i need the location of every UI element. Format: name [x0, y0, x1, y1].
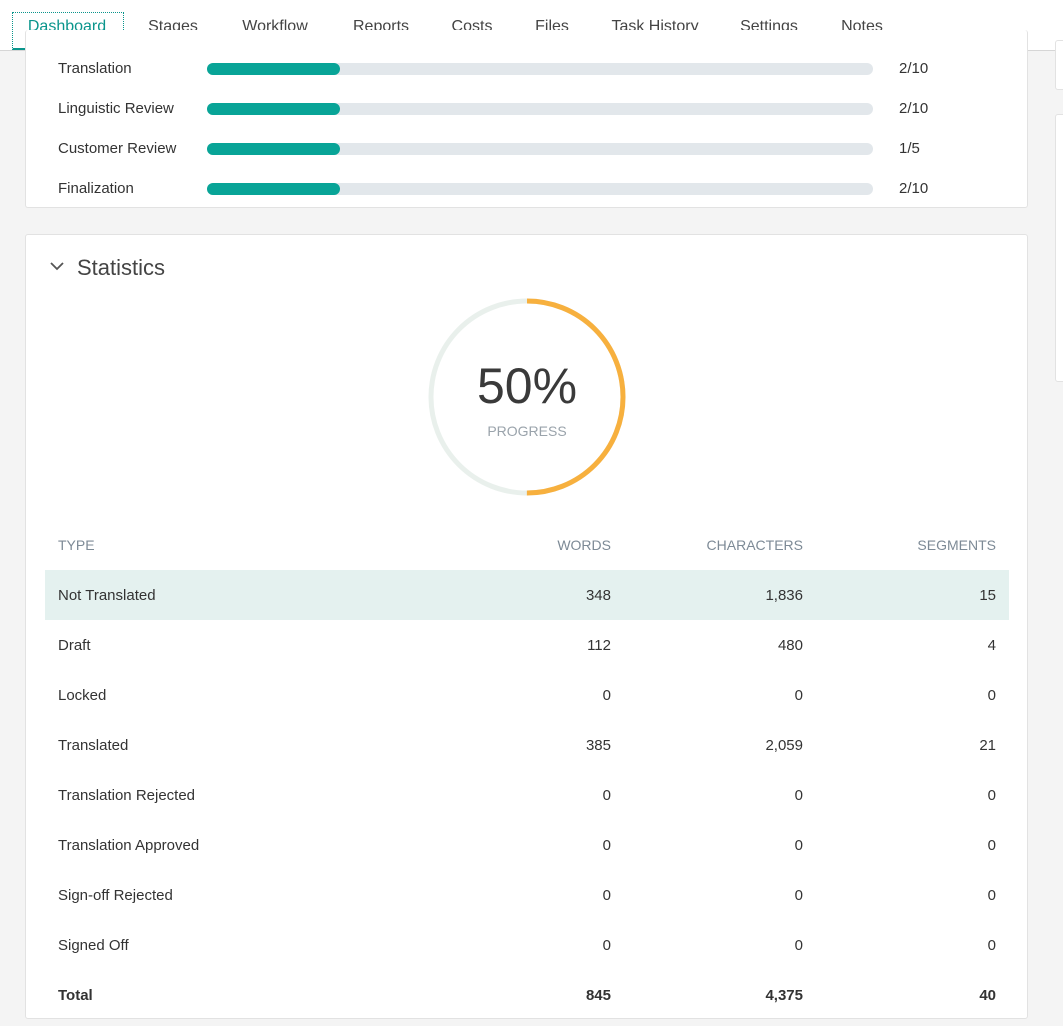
progress-gauge — [428, 298, 626, 496]
table-cell: 0 — [602, 787, 611, 804]
stage-name: Customer Review — [58, 140, 177, 157]
progress-fill — [207, 143, 341, 155]
table-cell: 112 — [587, 637, 611, 654]
table-cell: 15 — [979, 587, 996, 604]
table-cell: 2,059 — [765, 737, 803, 754]
table-cell: 0 — [987, 937, 996, 954]
table-cell: Signed Off — [58, 937, 129, 954]
table-cell: 0 — [602, 937, 611, 954]
table-cell: Translation Approved — [58, 837, 200, 854]
total-cell: 4,375 — [765, 987, 803, 1004]
stage-count: 2/10 — [899, 180, 929, 197]
column-header: SEGMENTS — [917, 537, 996, 553]
table-cell: 21 — [979, 737, 996, 754]
table-cell: Translation Rejected — [58, 787, 196, 804]
stage-name: Translation — [58, 60, 132, 77]
progress-fill — [207, 183, 341, 195]
column-header: WORDS — [557, 537, 611, 553]
side-card — [1055, 114, 1063, 382]
progress-track — [207, 183, 873, 195]
stage-name: Linguistic Review — [58, 100, 174, 117]
stage-count: 2/10 — [899, 60, 929, 77]
progress-caption: PROGRESS — [487, 423, 567, 439]
table-cell: 4 — [987, 637, 996, 654]
progress-track — [207, 63, 873, 75]
table-cell: 480 — [777, 637, 803, 654]
progress-fill — [207, 103, 341, 115]
table-cell: Sign-off Rejected — [58, 887, 173, 904]
progress-value: 50% — [476, 358, 578, 414]
progress-fill — [207, 63, 341, 75]
total-cell: 40 — [979, 987, 996, 1004]
table-cell: Not Translated — [58, 587, 156, 604]
column-header: CHARACTERS — [706, 537, 803, 553]
table-cell: 0 — [794, 887, 803, 904]
table-cell: 1,836 — [765, 587, 803, 604]
progress-track — [207, 103, 873, 115]
table-cell: 348 — [585, 587, 611, 604]
table-cell: 385 — [585, 737, 611, 754]
table-cell: 0 — [794, 937, 803, 954]
total-cell: 845 — [585, 987, 611, 1004]
statistics-card — [25, 234, 1028, 1019]
table-cell: 0 — [602, 837, 611, 854]
table-cell: 0 — [794, 687, 803, 704]
stage-name: Finalization — [58, 180, 134, 197]
stage-count: 1/5 — [899, 140, 920, 157]
table-cell: 0 — [987, 687, 996, 704]
table-cell: 0 — [794, 837, 803, 854]
table-cell: 0 — [794, 787, 803, 804]
table-cell: Translated — [58, 737, 129, 754]
table-cell: 0 — [602, 687, 611, 704]
total-cell: Total — [58, 987, 93, 1004]
table-cell: 0 — [987, 787, 996, 804]
table-cell: 0 — [602, 887, 611, 904]
column-header: TYPE — [58, 537, 95, 553]
row-highlight — [45, 570, 1009, 620]
table-cell: 0 — [987, 887, 996, 904]
table-cell: Locked — [58, 687, 107, 704]
table-cell: 0 — [987, 837, 996, 854]
gauge-arc — [428, 298, 626, 496]
stage-count: 2/10 — [899, 100, 929, 117]
table-cell: Draft — [58, 637, 91, 654]
side-card — [1055, 40, 1063, 90]
progress-track — [207, 143, 873, 155]
stages-card — [25, 30, 1028, 208]
section-title[interactable]: Statistics — [77, 255, 166, 280]
collapse-chevron[interactable] — [48, 259, 66, 273]
